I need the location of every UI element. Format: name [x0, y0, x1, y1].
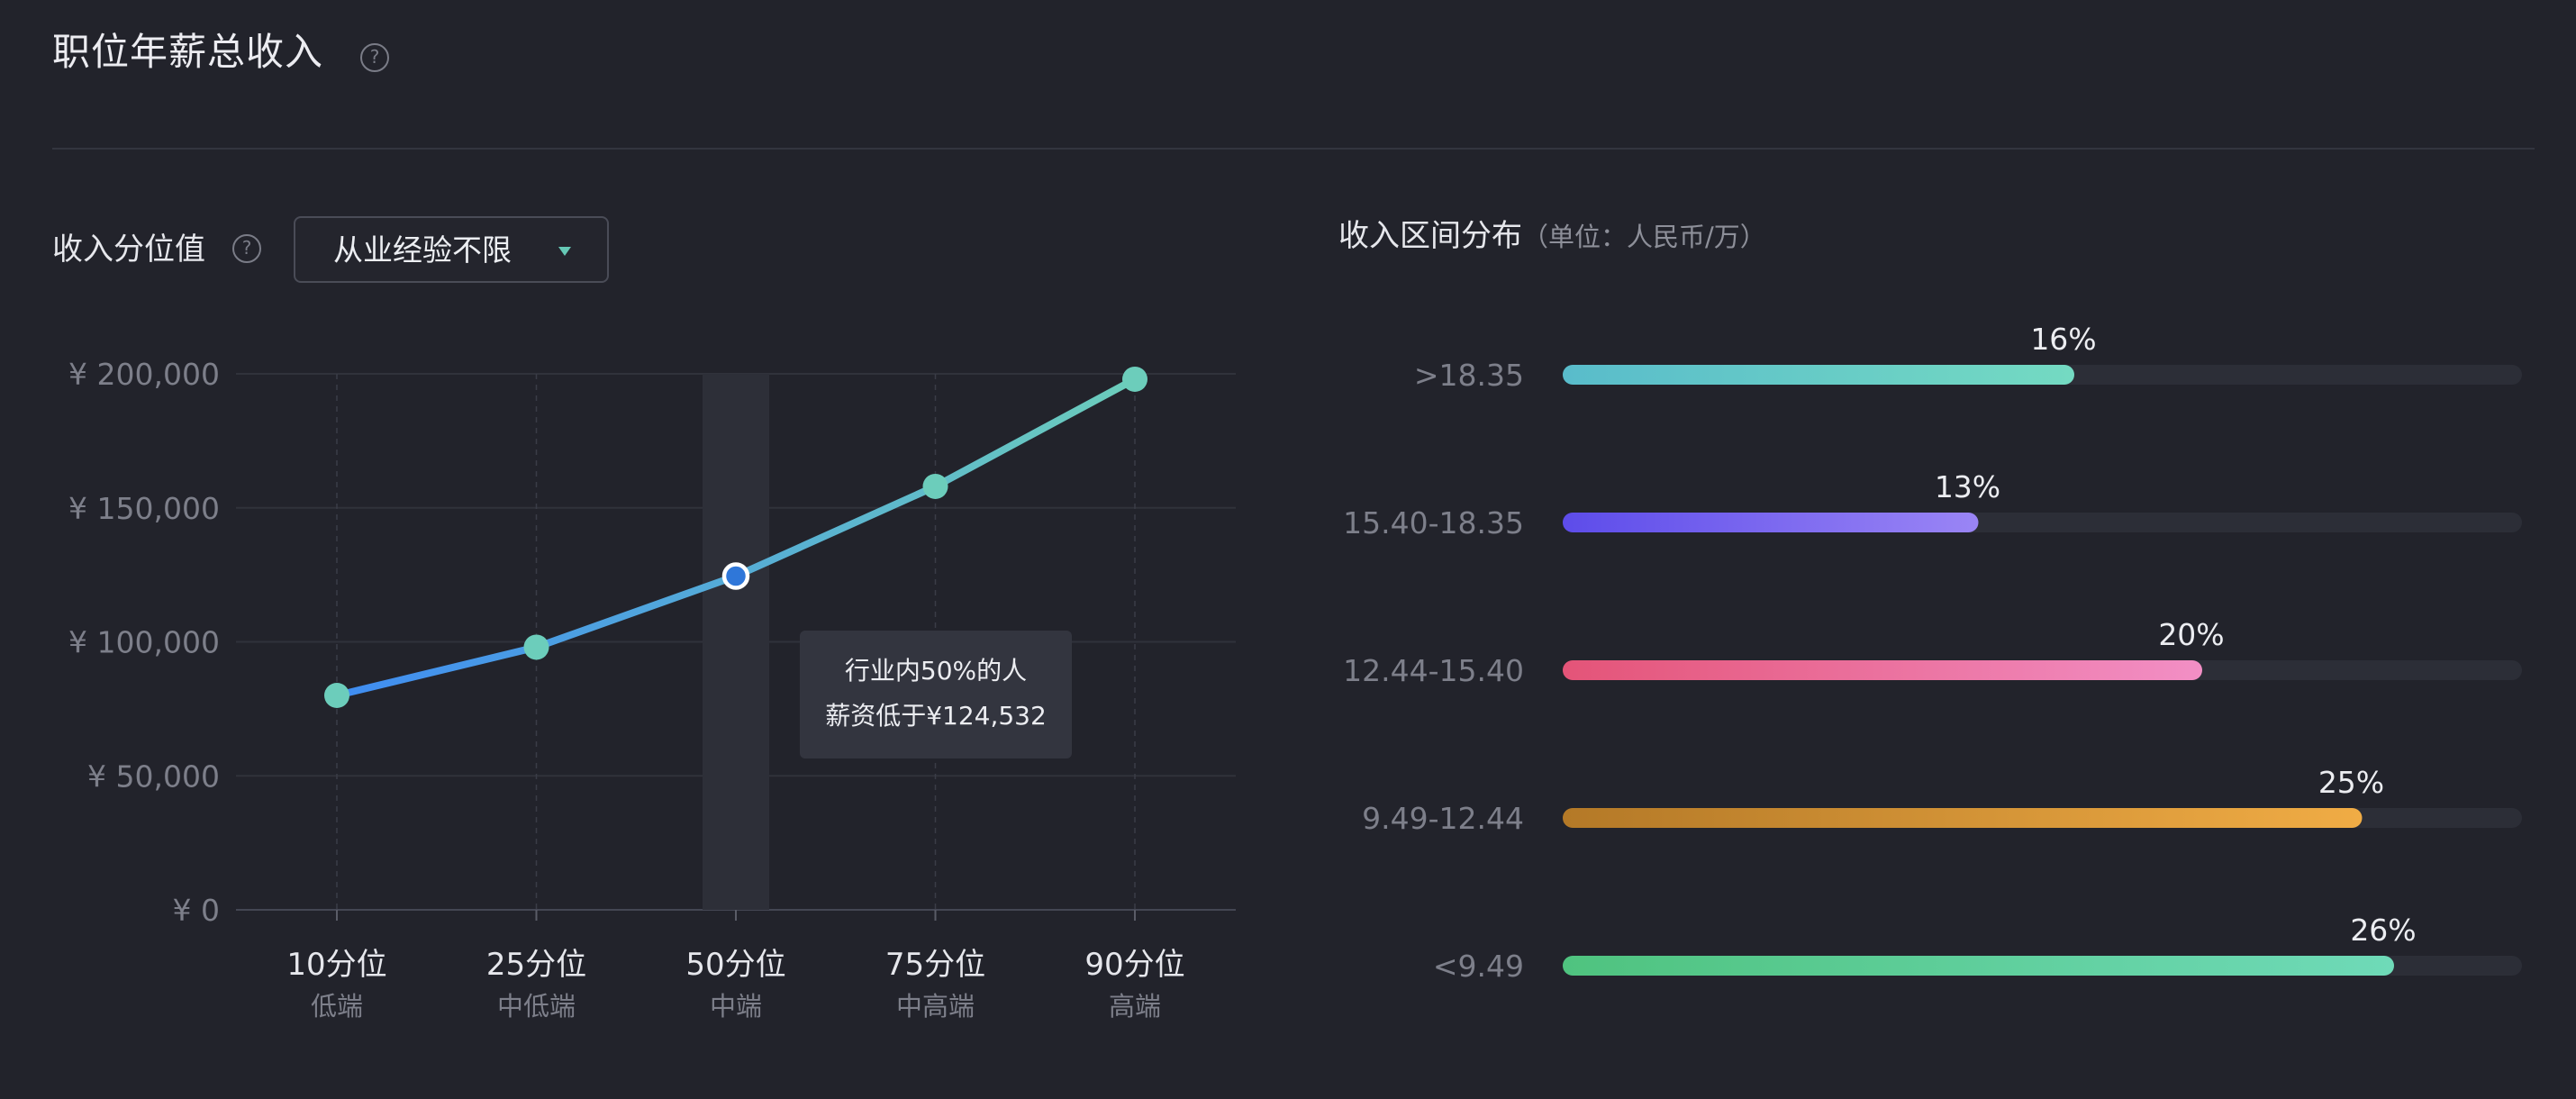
tooltip-box [800, 631, 1072, 758]
x-tick-sublabel: 中低端 [497, 991, 576, 1022]
percentile-help-icon[interactable]: ? [232, 234, 261, 263]
data-point[interactable] [324, 683, 349, 708]
x-tick-sublabel: 高端 [1109, 991, 1161, 1022]
bar-category-label: <9.49 [1433, 949, 1524, 984]
y-tick-label: ¥ 0 [173, 893, 220, 928]
distribution-section-label: 收入区间分布（单位：人民币/万） [1338, 214, 1766, 259]
unit-note: （单位：人民币/万） [1522, 222, 1766, 252]
x-tick-label: 90分位 [1084, 947, 1184, 983]
x-tick-label: 50分位 [685, 947, 785, 983]
data-point[interactable] [523, 634, 549, 660]
caret-down-icon [558, 247, 571, 256]
x-tick-sublabel: 中高端 [896, 991, 975, 1022]
bar-fill [1563, 365, 2074, 385]
x-tick-label: 10分位 [286, 947, 386, 983]
distribution-title: 收入区间分布 [1338, 218, 1522, 254]
bar-fill [1563, 660, 2202, 680]
bar-fill [1563, 808, 2363, 828]
page-title: 职位年薪总收入 [52, 30, 324, 74]
percentile-section-label: 收入分位值 [52, 232, 205, 268]
tooltip-line2: 薪资低于¥124,532 [825, 701, 1047, 731]
bar-value-label: 26% [2350, 913, 2416, 948]
bar-value-label: 20% [2158, 617, 2224, 652]
y-tick-label: ¥ 50,000 [87, 758, 220, 794]
bar-category-label: 15.40-18.35 [1343, 505, 1524, 540]
highlight-column [703, 374, 769, 910]
data-point[interactable] [922, 473, 948, 499]
experience-dropdown[interactable]: 从业经验不限 [294, 216, 609, 283]
x-tick-sublabel: 中端 [710, 991, 762, 1022]
header-divider [52, 148, 2535, 150]
bar-value-label: 13% [1935, 469, 2000, 504]
experience-dropdown-value: 从业经验不限 [333, 232, 512, 268]
x-tick-sublabel: 低端 [311, 991, 363, 1022]
bar-fill [1563, 956, 2394, 976]
help-icon[interactable]: ? [360, 43, 389, 72]
data-point-highlighted[interactable] [721, 562, 750, 590]
x-tick-label: 75分位 [885, 947, 985, 983]
x-tick-label: 25分位 [486, 947, 586, 983]
percentile-line-chart: ¥ 0 ¥ 50,000 ¥ 100,000 ¥ 150,000 ¥ 200,000 1… [68, 357, 1236, 1022]
y-tick-label: ¥ 150,000 [68, 491, 220, 526]
bar-category-label: >18.35 [1414, 358, 1524, 393]
y-tick-label: ¥ 200,000 [68, 357, 220, 392]
distribution-bar-chart: >18.35 16% 15.40-18.35 13% 12.44-15.40 20% 9.4… [1343, 322, 2522, 984]
data-point[interactable] [1122, 366, 1147, 392]
y-tick-label: ¥ 100,000 [68, 625, 220, 660]
bar-fill [1563, 513, 1979, 532]
bar-category-label: 9.49-12.44 [1362, 801, 1524, 836]
bar-value-label: 25% [2318, 765, 2384, 800]
bar-category-label: 12.44-15.40 [1343, 653, 1524, 688]
bar-value-label: 16% [2030, 322, 2096, 357]
tooltip-line1: 行业内50%的人 [845, 656, 1027, 686]
